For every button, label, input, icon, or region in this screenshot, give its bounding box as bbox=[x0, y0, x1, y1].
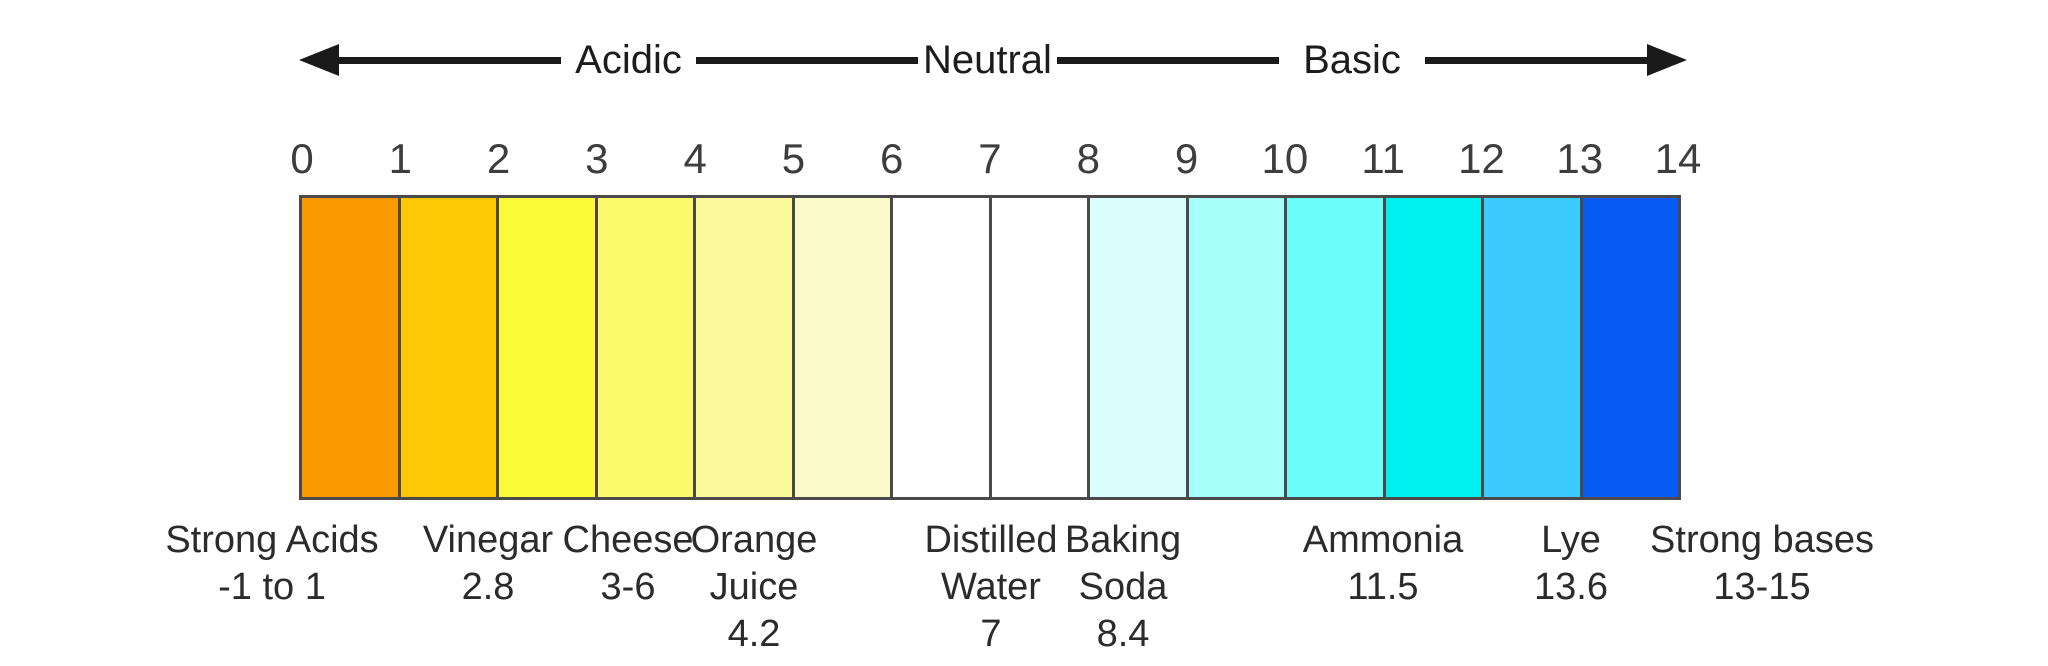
tick-5: 5 bbox=[781, 135, 806, 182]
tick-14: 14 bbox=[1654, 135, 1702, 182]
arrow-line-segment bbox=[695, 56, 918, 64]
arrow-line-segment bbox=[1056, 56, 1280, 64]
ph-cell-5-6 bbox=[791, 198, 890, 497]
tick-3: 3 bbox=[585, 135, 609, 182]
ph-cell-0-1 bbox=[302, 198, 398, 497]
substance-label-cheese: Cheese 3-6 bbox=[563, 517, 694, 611]
substance-ph: 2.8 bbox=[461, 566, 515, 608]
ph-cell-3-4 bbox=[594, 198, 693, 497]
arrow-line-segment bbox=[339, 56, 562, 64]
substance-name: Water bbox=[941, 566, 1041, 608]
ph-cell-12-13 bbox=[1481, 198, 1580, 497]
substance-name: Juice bbox=[709, 566, 799, 608]
acidic-zone-label: Acidic bbox=[575, 38, 682, 82]
tick-8: 8 bbox=[1076, 135, 1100, 182]
ph-cell-1-2 bbox=[397, 198, 496, 497]
right-arrowhead-icon bbox=[1647, 44, 1688, 76]
ph-cell-9-10 bbox=[1185, 198, 1284, 497]
ph-cell-8-9 bbox=[1087, 198, 1186, 497]
tick-13: 13 bbox=[1556, 135, 1604, 182]
substance-ph: 13.6 bbox=[1534, 566, 1608, 608]
neutral-zone-label: Neutral bbox=[922, 38, 1052, 82]
substance-label-lye: Lye 13.6 bbox=[1534, 517, 1608, 611]
ph-cell-13-14 bbox=[1579, 198, 1678, 497]
tick-9: 9 bbox=[1174, 135, 1199, 182]
substance-name: Strong Acids bbox=[165, 519, 379, 561]
ph-cell-11-12 bbox=[1382, 198, 1481, 497]
left-arrowhead-icon bbox=[299, 44, 339, 76]
substance-name: Orange bbox=[690, 519, 818, 561]
tick-0: 0 bbox=[290, 135, 314, 182]
substance-label-ammonia: Ammonia 11.5 bbox=[1303, 517, 1464, 611]
substance-ph: -1 to 1 bbox=[218, 566, 326, 608]
substance-ph: 7 bbox=[980, 613, 1002, 655]
substance-name: Lye bbox=[1541, 519, 1601, 561]
substance-ph: 11.5 bbox=[1347, 566, 1419, 608]
tick-2: 2 bbox=[486, 135, 511, 182]
ph-cell-2-3 bbox=[496, 198, 595, 497]
ph-cell-4-5 bbox=[693, 198, 792, 497]
substance-label-distilled-water: Distilled Water 7 bbox=[924, 517, 1057, 658]
substance-label-baking-soda: Baking Soda 8.4 bbox=[1065, 517, 1181, 658]
tick-4: 4 bbox=[683, 135, 707, 182]
substance-name: Soda bbox=[1078, 566, 1168, 608]
tick-11: 11 bbox=[1361, 135, 1405, 182]
ph-cell-6-7 bbox=[890, 198, 989, 497]
substance-name: Ammonia bbox=[1302, 519, 1464, 561]
substance-label-orange-juice: Orange Juice 4.2 bbox=[691, 517, 818, 658]
acidity-direction-arrow: Acidic Neutral Basic bbox=[299, 38, 1688, 82]
arrow-line-segment bbox=[1424, 56, 1648, 64]
substance-name: Cheese bbox=[562, 519, 694, 561]
tick-6: 6 bbox=[880, 135, 904, 182]
substance-label-vinegar: Vinegar 2.8 bbox=[423, 517, 553, 611]
substance-ph: 3-6 bbox=[600, 566, 656, 608]
substance-label-strong-bases: Strong bases 13-15 bbox=[1650, 517, 1874, 611]
substance-name: Distilled bbox=[924, 519, 1058, 561]
tick-1: 1 bbox=[388, 135, 412, 182]
substance-ph: 8.4 bbox=[1096, 613, 1150, 655]
substance-label-strong-acids: Strong Acids -1 to 1 bbox=[165, 517, 378, 611]
tick-10: 10 bbox=[1261, 135, 1309, 182]
substance-name: Baking bbox=[1064, 519, 1182, 561]
substance-ph: 4.2 bbox=[727, 613, 781, 655]
ph-color-bar bbox=[299, 195, 1681, 500]
tick-7: 7 bbox=[978, 135, 1002, 182]
substance-ph: 13-15 bbox=[1713, 566, 1811, 608]
tick-12: 12 bbox=[1458, 135, 1505, 182]
basic-zone-label: Basic bbox=[1303, 38, 1401, 82]
substance-name: Vinegar bbox=[422, 519, 554, 561]
substance-name: Strong bases bbox=[1650, 519, 1874, 561]
ph-cell-10-11 bbox=[1284, 198, 1383, 497]
ph-cell-7-8 bbox=[988, 198, 1087, 497]
